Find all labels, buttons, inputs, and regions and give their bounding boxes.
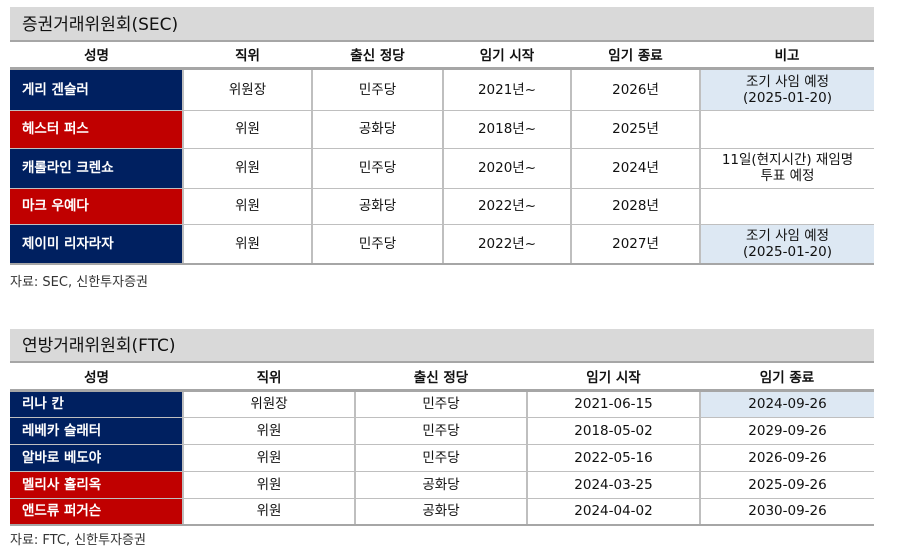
party-cell: 민주당 xyxy=(354,443,528,472)
column-header: 임기 종료 xyxy=(700,363,874,392)
ftc-table: 성명 직위 출신 정당 임기 시작 임기 종료 리나 칸 위원장 민주당 2021-0… xyxy=(10,363,874,526)
term-start-cell: 2021년~ xyxy=(442,67,572,111)
member-name: 게리 겐슬러 xyxy=(10,67,184,111)
party-cell: 민주당 xyxy=(311,147,444,189)
table-row: 앤드류 퍼거슨 위원 공화당 2024-04-02 2030-09-26 xyxy=(10,497,874,526)
note-line: (2025-01-20) xyxy=(743,89,832,106)
column-header: 임기 종료 xyxy=(571,42,700,70)
column-header: 임기 시작 xyxy=(443,42,571,70)
note-cell xyxy=(699,109,874,149)
position-cell: 위원 xyxy=(182,147,313,189)
table-row: 멜리사 홀리옥 위원 공화당 2024-03-25 2025-09-26 xyxy=(10,470,874,499)
position-cell: 위원 xyxy=(182,223,313,265)
term-start-cell: 2018-05-02 xyxy=(526,416,701,445)
term-end-cell: 2027년 xyxy=(570,223,701,265)
term-start-cell: 2024-03-25 xyxy=(526,470,701,499)
term-end-cell: 2026년 xyxy=(570,67,701,111)
term-end-cell: 2028년 xyxy=(570,187,701,225)
term-start-cell: 2022년~ xyxy=(442,223,572,265)
member-name: 레베카 슬래터 xyxy=(10,416,184,445)
column-header: 비고 xyxy=(700,42,874,70)
table-row: 리나 칸 위원장 민주당 2021-06-15 2024-09-26 xyxy=(10,389,874,418)
note-cell: 조기 사임 예정 (2025-01-20) xyxy=(699,223,874,265)
term-end-cell: 2025-09-26 xyxy=(699,470,874,499)
note-line: 조기 사임 예정 xyxy=(745,73,830,90)
member-name: 캐롤라인 크렌쇼 xyxy=(10,147,184,189)
party-cell: 민주당 xyxy=(354,416,528,445)
term-end-cell: 2026-09-26 xyxy=(699,443,874,472)
term-end-cell: 2030-09-26 xyxy=(699,497,874,526)
term-start-cell: 2020년~ xyxy=(442,147,572,189)
position-cell: 위원장 xyxy=(182,389,356,418)
term-start-cell: 2022년~ xyxy=(442,187,572,225)
column-header: 출신 정당 xyxy=(312,42,443,70)
position-cell: 위원 xyxy=(182,497,356,526)
party-cell: 공화당 xyxy=(311,109,444,149)
term-start-cell: 2022-05-16 xyxy=(526,443,701,472)
party-cell: 공화당 xyxy=(354,470,528,499)
note-line: 투표 예정 xyxy=(760,168,815,184)
table-row: 캐롤라인 크렌쇼 위원 민주당 2020년~ 2024년 11일(현지시간) 재임명 투표 … xyxy=(10,147,874,189)
member-name: 리나 칸 xyxy=(10,389,184,418)
position-cell: 위원장 xyxy=(182,67,313,111)
term-end-cell: 2025년 xyxy=(570,109,701,149)
party-cell: 민주당 xyxy=(311,223,444,265)
member-name: 마크 우예다 xyxy=(10,187,184,225)
column-header: 성명 xyxy=(10,42,183,70)
term-start-cell: 2021-06-15 xyxy=(526,389,701,418)
column-header: 출신 정당 xyxy=(355,363,527,392)
table-row: 헤스터 퍼스 위원 공화당 2018년~ 2025년 xyxy=(10,109,874,149)
note-cell: 조기 사임 예정 (2025-01-20) xyxy=(699,67,874,111)
table-row: 마크 우예다 위원 공화당 2022년~ 2028년 xyxy=(10,187,874,225)
position-cell: 위원 xyxy=(182,187,313,225)
note-line: 11일(현지시간) 재임명 xyxy=(721,152,854,168)
table-row: 제이미 리자라자 위원 민주당 2022년~ 2027년 조기 사임 예정 (2025-01… xyxy=(10,223,874,265)
term-end-cell: 2024년 xyxy=(570,147,701,189)
party-cell: 공화당 xyxy=(354,497,528,526)
member-name: 멜리사 홀리옥 xyxy=(10,470,184,499)
member-name: 앤드류 퍼거슨 xyxy=(10,497,184,526)
column-header: 성명 xyxy=(10,363,183,392)
position-cell: 위원 xyxy=(182,443,356,472)
column-header: 직위 xyxy=(183,363,355,392)
sec-header-row: 성명 직위 출신 정당 임기 시작 임기 종료 비고 xyxy=(10,42,874,70)
member-name: 알바로 베도야 xyxy=(10,443,184,472)
ftc-source: 자료: FTC, 신한투자증권 xyxy=(10,533,146,548)
term-start-cell: 2018년~ xyxy=(442,109,572,149)
term-start-cell: 2024-04-02 xyxy=(526,497,701,526)
term-end-cell: 2024-09-26 xyxy=(699,389,874,418)
party-cell: 공화당 xyxy=(311,187,444,225)
column-header: 임기 시작 xyxy=(527,363,700,392)
ftc-header-row: 성명 직위 출신 정당 임기 시작 임기 종료 xyxy=(10,363,874,392)
table-row: 알바로 베도야 위원 민주당 2022-05-16 2026-09-26 xyxy=(10,443,874,472)
member-name: 제이미 리자라자 xyxy=(10,223,184,265)
note-line: (2025-01-20) xyxy=(743,243,832,260)
party-cell: 민주당 xyxy=(311,67,444,111)
note-cell: 11일(현지시간) 재임명 투표 예정 xyxy=(699,147,874,189)
sec-source: 자료: SEC, 신한투자증권 xyxy=(10,275,148,290)
term-end-cell: 2029-09-26 xyxy=(699,416,874,445)
column-header: 직위 xyxy=(183,42,312,70)
sec-title: 증권거래위원회(SEC) xyxy=(10,7,874,42)
sec-section: 증권거래위원회(SEC) 성명 직위 출신 정당 임기 시작 임기 종료 비고 … xyxy=(10,7,874,265)
position-cell: 위원 xyxy=(182,416,356,445)
sec-table: 성명 직위 출신 정당 임기 시작 임기 종료 비고 게리 겐슬러 위원장 민주당 2… xyxy=(10,42,874,265)
ftc-title: 연방거래위원회(FTC) xyxy=(10,329,874,363)
member-name: 헤스터 퍼스 xyxy=(10,109,184,149)
table-row: 레베카 슬래터 위원 민주당 2018-05-02 2029-09-26 xyxy=(10,416,874,445)
note-line: 조기 사임 예정 xyxy=(745,227,830,244)
party-cell: 민주당 xyxy=(354,389,528,418)
ftc-section: 연방거래위원회(FTC) 성명 직위 출신 정당 임기 시작 임기 종료 리나 … xyxy=(10,329,874,526)
position-cell: 위원 xyxy=(182,109,313,149)
note-cell xyxy=(699,187,874,225)
position-cell: 위원 xyxy=(182,470,356,499)
table-row: 게리 겐슬러 위원장 민주당 2021년~ 2026년 조기 사임 예정 (2025-01-… xyxy=(10,67,874,111)
